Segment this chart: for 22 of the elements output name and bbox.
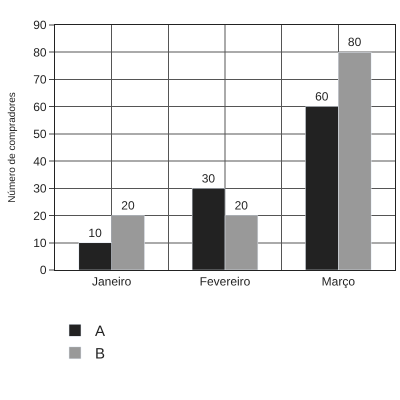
y-tick-label: 40 [33, 154, 47, 168]
data-label: 80 [348, 35, 362, 50]
x-tick-label: Fevereiro [200, 274, 251, 288]
y-tick-label: 30 [33, 182, 47, 196]
data-label: 20 [234, 198, 248, 213]
y-tick-label: 0 [40, 263, 47, 278]
y-tick-label: 70 [33, 72, 47, 87]
x-tick-label: Março [322, 274, 356, 288]
legend-label: A [95, 323, 106, 340]
y-tick-label: 50 [33, 127, 47, 142]
y-tick-label: 20 [33, 208, 47, 223]
y-tick-label: 60 [33, 100, 47, 114]
data-label: 10 [88, 226, 102, 240]
data-label: 60 [315, 90, 329, 104]
y-tick-label: 80 [33, 45, 47, 60]
y-tick-label: 10 [33, 236, 47, 250]
y-tick-label: 90 [33, 18, 47, 32]
x-tick-label: Janeiro [92, 274, 132, 288]
y-axis-title: Número de compradores [7, 92, 18, 203]
legend-label: B [95, 346, 106, 363]
data-label: 30 [202, 171, 216, 186]
data-label: 20 [121, 198, 135, 213]
